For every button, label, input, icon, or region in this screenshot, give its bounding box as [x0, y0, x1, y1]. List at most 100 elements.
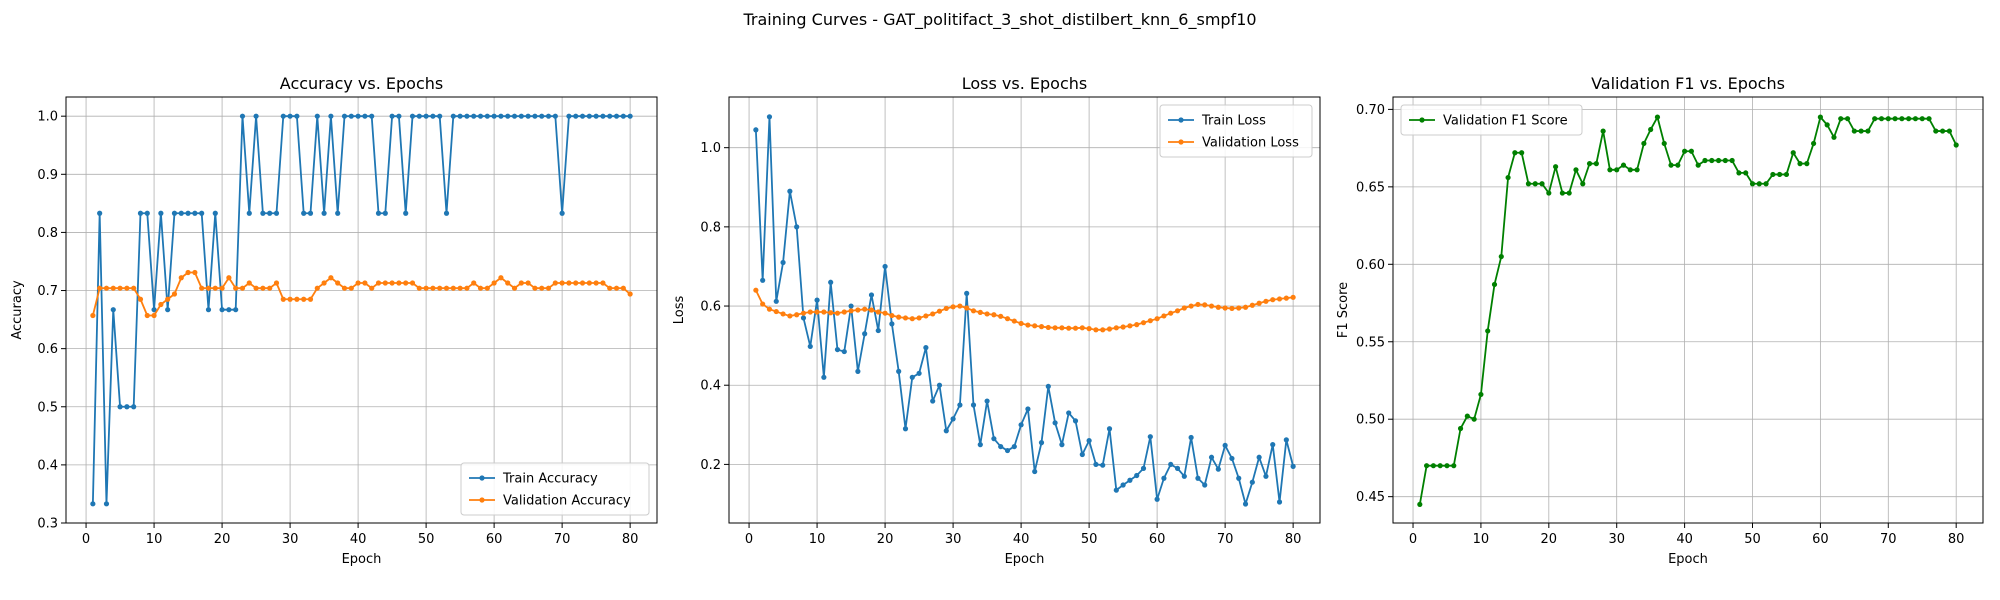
- data-point: [923, 313, 929, 319]
- chart-panel-2: 0 10 20 30 40 50 60 70 80 0.2 0.4 0.6 0.8 1.0 Loss vs.…: [672, 74, 1321, 567]
- data-point: [382, 280, 388, 286]
- data-point: [355, 280, 361, 286]
- data-point: [178, 275, 184, 281]
- figure-title: Training Curves - GAT_politifact_3_shot_…: [742, 10, 1256, 30]
- data-point: [1004, 316, 1011, 322]
- data-point: [90, 312, 96, 319]
- data-point: [382, 210, 388, 216]
- data-point: [307, 296, 314, 302]
- x-tick-label: 10: [1473, 532, 1490, 547]
- data-point: [1032, 323, 1038, 329]
- data-point: [821, 374, 827, 380]
- data-point: [1437, 463, 1443, 469]
- data-point: [1851, 128, 1857, 134]
- series-validation-accuracy: [90, 269, 633, 319]
- data-point: [593, 113, 599, 119]
- data-point: [600, 113, 606, 119]
- x-tick-label: 0: [1409, 532, 1417, 547]
- legend-label: Validation F1 Score: [1443, 114, 1568, 129]
- data-point: [239, 285, 246, 291]
- data-point: [219, 285, 225, 291]
- data-point: [964, 305, 970, 311]
- data-point: [396, 113, 402, 119]
- data-point: [437, 285, 443, 291]
- data-point: [355, 113, 361, 119]
- data-point: [233, 285, 239, 291]
- data-point: [1038, 440, 1045, 446]
- data-point: [1249, 479, 1255, 485]
- data-point: [780, 311, 786, 317]
- data-point: [991, 312, 997, 318]
- data-point: [1236, 305, 1242, 311]
- data-point: [1953, 142, 1959, 148]
- data-point: [273, 210, 280, 216]
- data-point: [1140, 320, 1147, 326]
- series-train-loss: [753, 114, 1296, 507]
- data-point: [253, 113, 259, 119]
- data-point: [607, 113, 613, 119]
- x-tick-label: 70: [1880, 532, 1897, 547]
- x-tick-label: 30: [282, 532, 299, 547]
- data-point: [321, 280, 327, 286]
- data-point: [409, 280, 416, 286]
- data-point: [1824, 122, 1830, 128]
- data-point: [1249, 302, 1255, 308]
- data-point: [1783, 171, 1790, 178]
- data-point: [110, 285, 116, 291]
- x-tick-label: 80: [1948, 532, 1965, 547]
- data-point: [1933, 128, 1939, 134]
- data-point: [260, 285, 266, 291]
- data-point: [579, 280, 586, 286]
- data-point: [362, 280, 368, 286]
- data-point: [192, 269, 198, 276]
- data-point: [1045, 324, 1051, 331]
- data-point: [1634, 167, 1640, 173]
- data-point: [627, 291, 633, 297]
- data-point: [477, 285, 484, 291]
- data-point: [916, 370, 922, 376]
- data-point: [984, 398, 990, 404]
- data-point: [930, 311, 936, 317]
- data-point: [1858, 128, 1864, 134]
- x-axis-label: Epoch: [1005, 552, 1045, 567]
- data-point: [1654, 114, 1661, 120]
- data-point: [950, 304, 956, 310]
- axes-frame: [65, 96, 658, 524]
- data-point: [545, 113, 552, 119]
- data-point: [1620, 162, 1627, 168]
- data-point: [1086, 326, 1092, 332]
- data-point: [97, 285, 103, 291]
- y-tick-label: 1.0: [37, 110, 58, 125]
- data-point: [1127, 323, 1133, 329]
- x-tick-label: 0: [745, 532, 753, 547]
- data-point: [314, 113, 320, 119]
- data-point: [464, 113, 470, 119]
- data-point: [158, 210, 164, 216]
- data-point: [943, 428, 949, 434]
- legend-label: Train Accuracy: [502, 472, 598, 487]
- data-point: [1202, 302, 1208, 308]
- data-point: [1229, 455, 1235, 462]
- data-point: [1702, 157, 1708, 164]
- data-point: [457, 113, 463, 119]
- data-point: [430, 285, 436, 291]
- data-point: [1607, 167, 1613, 173]
- data-point: [90, 501, 96, 507]
- x-tick-label: 70: [554, 532, 571, 547]
- data-point: [1052, 420, 1058, 426]
- data-point: [341, 285, 348, 291]
- x-tick-label: 30: [945, 532, 962, 547]
- data-point: [875, 309, 881, 315]
- data-point: [1195, 301, 1201, 308]
- chart-title: Loss vs. Epochs: [962, 74, 1087, 93]
- x-axis-label: Epoch: [342, 552, 382, 567]
- data-point: [165, 307, 171, 313]
- data-point: [1885, 116, 1891, 122]
- data-point: [124, 285, 130, 291]
- data-point: [1729, 157, 1735, 164]
- data-point: [586, 113, 592, 119]
- data-point: [171, 210, 178, 216]
- y-tick-label: 0.6: [37, 342, 58, 357]
- data-point: [437, 113, 443, 119]
